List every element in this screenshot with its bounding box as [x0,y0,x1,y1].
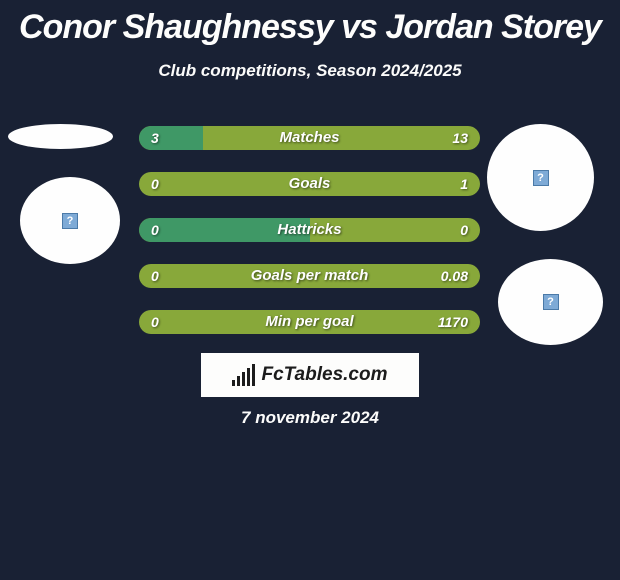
stat-label: Matches [139,126,480,150]
player-left-circle: ? [20,177,120,264]
date-label: 7 november 2024 [0,408,620,428]
player-right-circle-1: ? [487,124,594,231]
stat-bar: 313Matches [139,126,480,150]
player-right-circle-2: ? [498,259,603,345]
stat-bar: 01170Min per goal [139,310,480,334]
page-title: Conor Shaughnessy vs Jordan Storey [0,0,620,47]
subtitle: Club competitions, Season 2024/2025 [0,61,620,81]
placeholder-icon: ? [62,213,78,229]
logo-text: FcTables.com [261,364,387,386]
comparison-bars: 313Matches 01Goals 00Hattricks 00.08Goals p… [139,126,480,356]
stat-label: Goals per match [139,264,480,288]
stat-label: Hattricks [139,218,480,242]
stat-bar: 01Goals [139,172,480,196]
logo-bars-icon [232,364,255,386]
fctables-logo: FcTables.com [201,353,419,397]
stat-label: Min per goal [139,310,480,334]
player-left-top-ellipse [8,124,113,149]
stat-bar: 00Hattricks [139,218,480,242]
placeholder-icon: ? [543,294,559,310]
stat-label: Goals [139,172,480,196]
stat-bar: 00.08Goals per match [139,264,480,288]
placeholder-icon: ? [533,170,549,186]
